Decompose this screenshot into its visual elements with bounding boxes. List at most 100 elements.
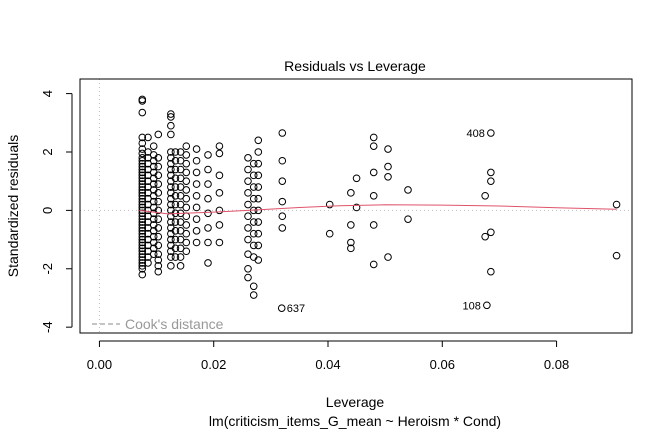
data-point xyxy=(167,113,175,121)
data-point xyxy=(487,267,495,276)
plot-area: 408 637 108 xyxy=(80,79,632,333)
data-point xyxy=(171,156,180,165)
plot-frame xyxy=(79,78,633,334)
data-point xyxy=(167,110,175,118)
data-point xyxy=(154,206,163,215)
data-point xyxy=(249,282,258,291)
y-tick-label: 4 xyxy=(40,90,55,97)
data-point xyxy=(171,191,180,200)
data-point xyxy=(138,253,147,261)
data-point xyxy=(138,194,147,203)
data-point xyxy=(171,227,180,235)
data-point xyxy=(182,142,191,150)
data-point xyxy=(192,191,201,200)
data-point xyxy=(278,177,287,185)
data-point xyxy=(138,95,147,104)
data-point xyxy=(215,171,224,180)
data-point xyxy=(254,148,263,156)
data-point xyxy=(254,241,263,250)
data-point xyxy=(154,189,163,197)
y-axis-label: Standardized residuals xyxy=(5,135,21,277)
data-point xyxy=(384,162,392,171)
data-point xyxy=(249,241,258,250)
data-point xyxy=(249,171,258,180)
y-tick-label: -4 xyxy=(40,321,55,333)
data-point xyxy=(384,145,392,153)
data-point xyxy=(244,165,252,174)
data-point xyxy=(138,154,147,162)
data-point xyxy=(171,174,180,183)
data-point xyxy=(487,168,495,177)
data-point xyxy=(278,197,287,206)
data-point xyxy=(171,218,180,226)
data-point xyxy=(352,203,361,212)
data-point xyxy=(138,159,147,168)
data-point xyxy=(249,291,258,299)
data-point xyxy=(138,183,147,191)
point-label-108: 108 xyxy=(462,300,480,312)
data-point xyxy=(192,145,201,153)
data-point xyxy=(167,148,175,156)
data-point xyxy=(138,229,147,238)
data-point xyxy=(171,165,180,174)
data-point xyxy=(149,232,158,241)
data-point xyxy=(325,200,334,209)
data-point xyxy=(182,151,191,159)
data-point xyxy=(182,221,191,229)
y-tick-label: 0 xyxy=(40,207,55,214)
data-point xyxy=(215,189,224,197)
data-point xyxy=(154,267,163,276)
data-point xyxy=(278,212,287,221)
data-point xyxy=(244,154,252,162)
data-point xyxy=(182,186,191,194)
data-point xyxy=(167,253,175,261)
data-point xyxy=(154,215,163,223)
cooks-distance-legend: Cook's distance xyxy=(92,316,224,332)
data-point xyxy=(481,232,489,241)
data-point xyxy=(204,180,212,188)
x-axis: 0.00 0.02 0.04 0.06 0.08 xyxy=(87,340,569,372)
data-point xyxy=(204,165,212,174)
data-point xyxy=(154,256,163,264)
data-point xyxy=(138,149,147,158)
data-point xyxy=(404,215,412,223)
smoother-line xyxy=(139,204,617,215)
data-point xyxy=(154,154,163,162)
data-point xyxy=(138,259,147,267)
data-point xyxy=(254,183,263,191)
data-point xyxy=(167,165,175,174)
data-point xyxy=(249,229,258,238)
chart-title: Residuals vs Leverage xyxy=(284,58,426,74)
data-point xyxy=(154,250,163,258)
data-point xyxy=(176,253,185,261)
data-point xyxy=(244,273,252,282)
data-point xyxy=(138,177,147,185)
data-point xyxy=(192,203,201,212)
data-point xyxy=(182,159,191,168)
data-point xyxy=(138,165,147,174)
data-point xyxy=(154,232,163,241)
data-point xyxy=(254,159,263,168)
data-point xyxy=(254,194,263,203)
data-point xyxy=(149,180,158,188)
data-point xyxy=(171,148,180,156)
data-point xyxy=(167,121,175,130)
data-point xyxy=(249,194,258,203)
data-point xyxy=(325,229,334,238)
data-point xyxy=(215,149,224,158)
data-point xyxy=(144,133,152,142)
data-point xyxy=(254,136,263,145)
data-point xyxy=(192,180,201,188)
data-point xyxy=(171,244,180,253)
y-tick-label: -2 xyxy=(40,263,55,275)
data-point xyxy=(171,235,180,244)
data-point xyxy=(384,253,392,261)
data-point xyxy=(369,260,378,269)
data-point xyxy=(244,189,252,197)
data-point xyxy=(481,191,489,200)
chart-subtitle: lm(criticism_items_G_mean ~ Heroism * Co… xyxy=(209,413,501,429)
data-point xyxy=(204,209,212,218)
data-point xyxy=(154,171,163,180)
data-point-637 xyxy=(277,304,286,312)
data-point xyxy=(249,218,258,226)
